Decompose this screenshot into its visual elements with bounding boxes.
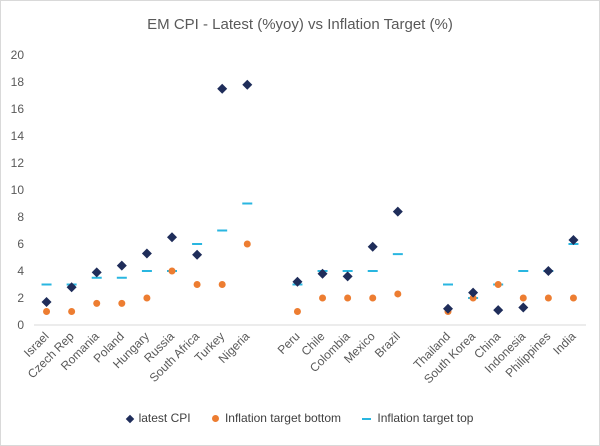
legend-item-latest-cpi: latest CPI [125, 411, 191, 425]
latest-cpi-point [392, 206, 403, 217]
latest-cpi-point [468, 287, 479, 298]
y-tick-label: 18 [11, 75, 25, 89]
y-axis-ticks: 0 2 4 6 8 10 12 14 16 18 20 [11, 48, 25, 332]
y-tick-label: 8 [17, 210, 24, 224]
legend: latest CPI Inflation target bottom Infla… [0, 411, 600, 425]
target-bottom-point [68, 308, 76, 315]
y-tick-label: 4 [17, 264, 24, 278]
latest-cpi-point [292, 276, 303, 287]
x-tick-label: Brazil [372, 329, 403, 360]
target-bottom-point [93, 299, 101, 307]
x-tick-label: Peru [275, 329, 303, 357]
target-bottom-point [394, 290, 402, 298]
data-marks [41, 79, 579, 316]
target-bottom-point [519, 294, 527, 302]
y-tick-label: 10 [11, 183, 25, 197]
target-bottom-point [319, 294, 327, 302]
legend-label-target-top: Inflation target top [377, 411, 474, 425]
latest-cpi-point [568, 234, 579, 245]
y-tick-label: 12 [11, 156, 25, 170]
legend-label-target-bottom: Inflation target bottom [224, 411, 342, 425]
target-bottom-point [143, 294, 151, 302]
latest-cpi-point [367, 241, 378, 252]
diamond-marker-icon [125, 414, 134, 424]
x-tick-label: India [550, 329, 579, 358]
dash-marker-icon [362, 417, 372, 420]
target-bottom-point [193, 281, 201, 288]
latest-cpi-point [192, 249, 203, 260]
target-bottom-point [243, 240, 251, 248]
latest-cpi-point [91, 267, 102, 278]
latest-cpi-point [342, 271, 353, 282]
latest-cpi-point [543, 266, 554, 276]
latest-cpi-point [518, 302, 529, 313]
y-tick-label: 20 [11, 48, 25, 62]
y-tick-label: 6 [17, 237, 24, 251]
target-bottom-point [218, 281, 226, 288]
target-bottom-point [118, 299, 126, 307]
legend-item-target-top: Inflation target top [362, 411, 473, 425]
latest-cpi-point [217, 83, 228, 94]
y-tick-label: 0 [17, 318, 24, 332]
legend-item-target-bottom: Inflation target bottom [211, 411, 342, 425]
latest-cpi-point [41, 297, 52, 308]
latest-cpi-point [242, 79, 253, 90]
latest-cpi-point [66, 282, 77, 293]
target-bottom-point [469, 294, 477, 302]
target-bottom-point [544, 294, 552, 302]
target-bottom-point [293, 308, 301, 315]
latest-cpi-point [141, 248, 152, 259]
y-tick-label: 16 [11, 102, 25, 116]
latest-cpi-point [317, 268, 328, 279]
target-bottom-point [168, 267, 176, 275]
target-bottom-point [369, 294, 377, 302]
y-tick-label: 2 [17, 291, 24, 305]
circle-marker-icon [211, 415, 219, 423]
legend-label-latest-cpi: latest CPI [138, 411, 191, 425]
target-bottom-point [344, 294, 352, 302]
latest-cpi-point [443, 303, 453, 314]
target-bottom-point [494, 281, 502, 288]
latest-cpi-point [167, 232, 177, 243]
target-bottom-point [569, 294, 577, 302]
latest-cpi-point [493, 305, 504, 316]
chart-title: EM CPI - Latest (%yoy) vs Inflation Targ… [147, 16, 453, 33]
target-bottom-point [43, 308, 51, 315]
y-tick-label: 14 [11, 129, 25, 143]
latest-cpi-point [116, 260, 127, 271]
